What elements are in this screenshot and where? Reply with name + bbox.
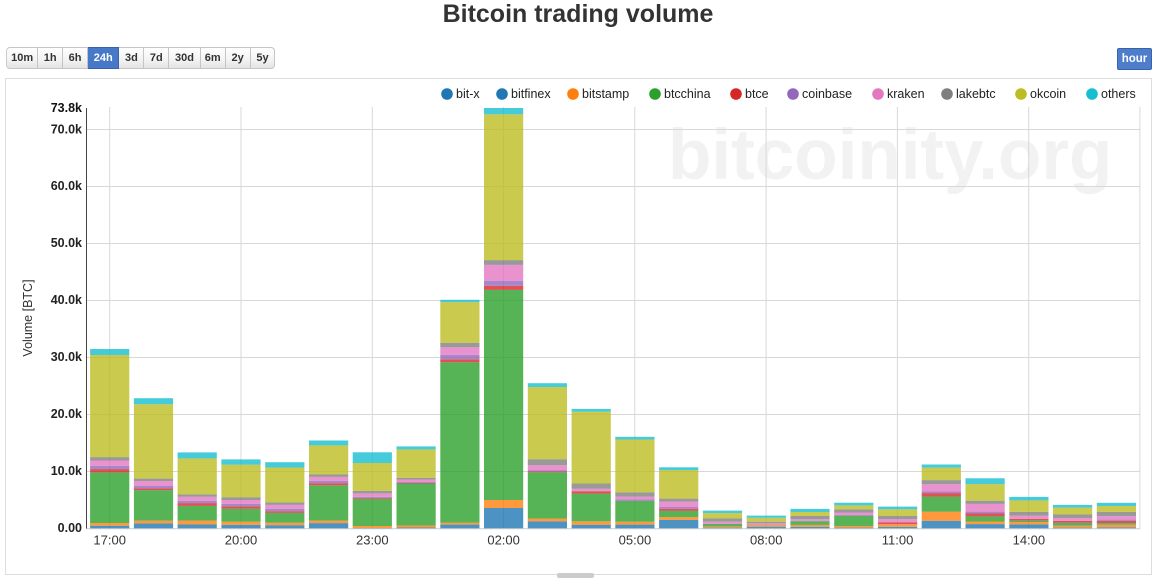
svg-text:17:00: 17:00 (93, 533, 126, 548)
svg-text:08:00: 08:00 (750, 533, 783, 548)
svg-text:50.0k: 50.0k (51, 236, 82, 250)
svg-text:Volume [BTC]: Volume [BTC] (21, 279, 35, 356)
svg-text:20:00: 20:00 (225, 533, 258, 548)
svg-text:23:00: 23:00 (356, 533, 389, 548)
svg-text:40.0k: 40.0k (51, 293, 82, 307)
svg-text:bitfinex: bitfinex (511, 87, 551, 101)
svg-text:kraken: kraken (887, 87, 925, 101)
svg-text:btce: btce (745, 87, 769, 101)
svg-text:lakebtc: lakebtc (956, 87, 996, 101)
svg-text:bitstamp: bitstamp (582, 87, 629, 101)
svg-text:30.0k: 30.0k (51, 350, 82, 364)
svg-text:11:00: 11:00 (882, 533, 914, 548)
svg-text:02:00: 02:00 (487, 533, 520, 548)
svg-text:05:00: 05:00 (619, 533, 652, 548)
svg-text:btcchina: btcchina (664, 87, 711, 101)
svg-text:others: others (1101, 87, 1136, 101)
svg-text:0.00: 0.00 (58, 521, 82, 535)
svg-text:60.0k: 60.0k (51, 179, 82, 193)
svg-text:73.8k: 73.8k (51, 101, 82, 115)
svg-text:10.0k: 10.0k (51, 464, 82, 478)
svg-text:14:00: 14:00 (1013, 533, 1046, 548)
svg-text:20.0k: 20.0k (51, 407, 82, 421)
svg-text:bit-x: bit-x (456, 87, 480, 101)
svg-text:okcoin: okcoin (1030, 87, 1066, 101)
svg-text:70.0k: 70.0k (51, 122, 82, 136)
svg-text:coinbase: coinbase (802, 87, 852, 101)
